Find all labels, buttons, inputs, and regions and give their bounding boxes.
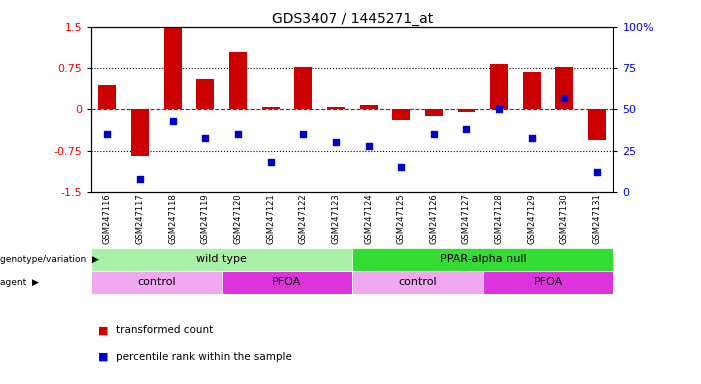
Bar: [164, 27, 182, 109]
Text: genotype/variation  ▶: genotype/variation ▶: [0, 255, 99, 264]
Bar: [91, 271, 222, 294]
Point: [265, 159, 276, 166]
Bar: [91, 248, 353, 271]
Point: [167, 118, 178, 124]
Point: [298, 131, 309, 137]
Text: control: control: [137, 277, 176, 287]
Bar: [483, 271, 613, 294]
Bar: [523, 72, 540, 109]
Bar: [98, 85, 116, 109]
Point: [526, 134, 538, 141]
Point: [363, 143, 374, 149]
Bar: [294, 66, 312, 109]
Bar: [261, 107, 280, 109]
Bar: [425, 109, 443, 116]
Bar: [353, 271, 483, 294]
Bar: [588, 109, 606, 140]
Bar: [555, 66, 573, 109]
Bar: [458, 109, 475, 112]
Text: control: control: [398, 277, 437, 287]
Point: [592, 169, 603, 175]
Point: [330, 139, 341, 146]
Text: ■: ■: [98, 352, 109, 362]
Bar: [196, 79, 215, 109]
Point: [200, 134, 211, 141]
Text: transformed count: transformed count: [116, 325, 213, 335]
Text: percentile rank within the sample: percentile rank within the sample: [116, 352, 292, 362]
Point: [559, 95, 570, 101]
Text: ■: ■: [98, 325, 109, 335]
Text: wild type: wild type: [196, 254, 247, 264]
Point: [494, 106, 505, 113]
Point: [395, 164, 407, 170]
Bar: [393, 109, 410, 121]
Point: [428, 131, 440, 137]
Point: [102, 131, 113, 137]
Text: agent  ▶: agent ▶: [0, 278, 39, 287]
Text: PFOA: PFOA: [533, 277, 563, 287]
Bar: [131, 109, 149, 156]
Text: PPAR-alpha null: PPAR-alpha null: [440, 254, 526, 264]
Text: PFOA: PFOA: [273, 277, 301, 287]
Point: [461, 126, 472, 132]
Bar: [353, 248, 613, 271]
Title: GDS3407 / 1445271_at: GDS3407 / 1445271_at: [271, 12, 433, 26]
Point: [233, 131, 244, 137]
Bar: [229, 52, 247, 109]
Point: [135, 176, 146, 182]
Bar: [490, 64, 508, 109]
Bar: [327, 107, 345, 109]
Bar: [222, 271, 353, 294]
Bar: [360, 105, 378, 109]
